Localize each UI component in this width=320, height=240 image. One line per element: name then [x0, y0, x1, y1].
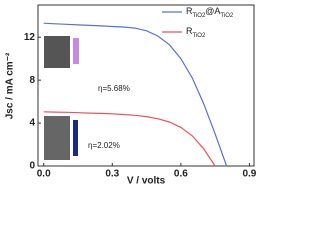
plot-frame	[37, 4, 255, 167]
chart: η=5.68% η=2.02% V / volts Jsc / mA cm⁻² …	[5, 4, 257, 187]
x-tick-label: 0.6	[174, 169, 188, 180]
y-tick-label: 12	[24, 32, 36, 43]
annotation: η=5.68%	[98, 84, 130, 93]
x-tick-label: 0.9	[242, 169, 256, 180]
x-tick-label: 0.3	[105, 169, 119, 180]
y-axis-label: Jsc / mA cm⁻²	[5, 52, 16, 119]
y-tick-label: 4	[29, 118, 35, 129]
x-axis-label: V / volts	[127, 176, 166, 187]
annotation: η=2.02%	[88, 141, 120, 150]
inset-images	[44, 36, 79, 160]
series-line	[43, 111, 216, 167]
sem-image	[44, 116, 70, 160]
y-tick-label: 8	[29, 75, 35, 86]
legend-label: RTiO2	[186, 26, 206, 38]
legend-label: RTiO2@ATiO2	[186, 6, 234, 18]
x-tick-label: 0.0	[37, 169, 51, 180]
y-tick-label: 0	[29, 161, 35, 172]
sem-image	[44, 36, 70, 68]
device-icon	[73, 38, 79, 64]
series-line	[43, 22, 228, 167]
device-icon	[73, 120, 78, 156]
